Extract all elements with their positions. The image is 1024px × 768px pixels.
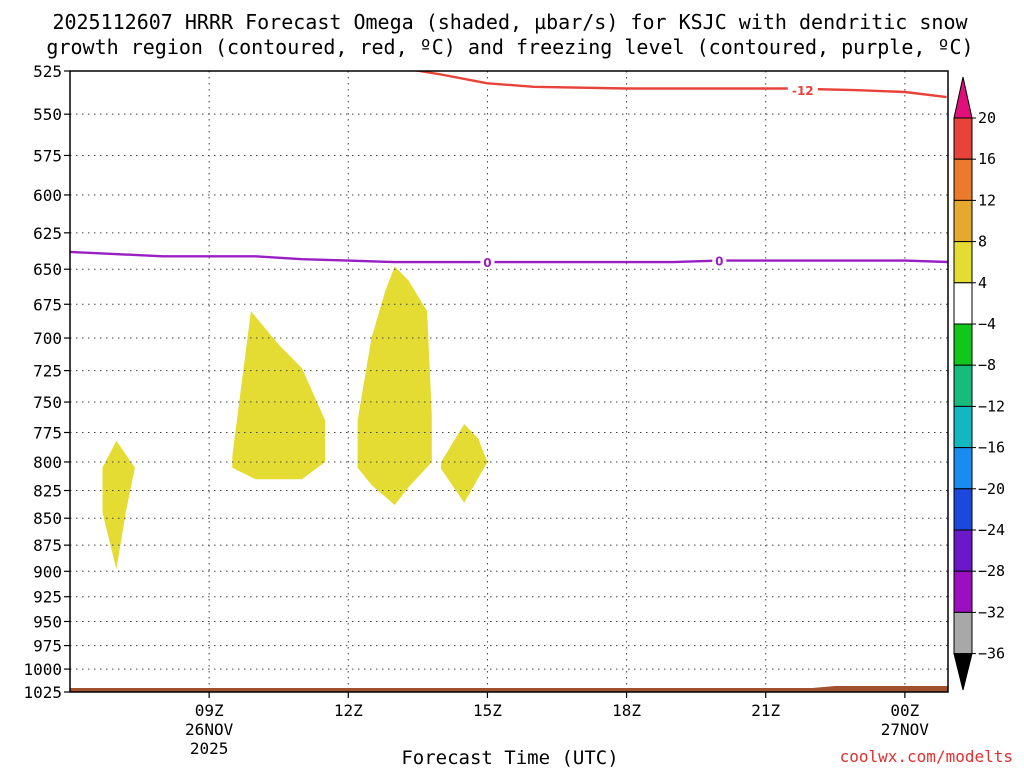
colorbar-label-0: 20: [978, 109, 996, 127]
colorbar-segment-3: [953, 241, 973, 284]
colorbar-label-2: 12: [978, 191, 996, 209]
x-tick-year-09Z: 2025: [190, 739, 229, 758]
colorbar-segment-2: [953, 199, 973, 243]
plot-area: [70, 71, 948, 692]
grid: [70, 71, 948, 692]
y-tick-label-1000: 1000: [23, 660, 62, 679]
colorbar-segment-4: [953, 282, 973, 325]
omega-region-0: [102, 440, 135, 570]
y-tick-label-850: 850: [33, 509, 62, 528]
x-tick-label-09Z: 09Z: [195, 701, 224, 720]
credit-text: coolwx.com/modelts: [840, 747, 1013, 766]
terrain-band: [70, 686, 948, 692]
dgz-contour-label-bg: [787, 83, 818, 98]
x-tick-label-21Z: 21Z: [751, 701, 780, 720]
colorbar-segment-10: [953, 529, 973, 572]
y-tick-label-800: 800: [33, 453, 62, 472]
x-tick-label-12Z: 12Z: [334, 701, 363, 720]
y-tick-label-775: 775: [33, 423, 62, 442]
y-axis: 525 550 575 600 625 650 675 700 725 750 775 800 825 8…: [23, 62, 70, 702]
colorbar-segment-11: [953, 570, 973, 613]
colorbar-label-12: −32: [978, 603, 1005, 621]
x-axis-title: Forecast Time (UTC): [401, 747, 618, 768]
colorbar-label-11: −28: [978, 562, 1005, 580]
colorbar-label-1: 16: [978, 150, 996, 168]
y-tick-label-625: 625: [33, 224, 62, 243]
y-tick-label-750: 750: [33, 393, 62, 412]
chart-title-line-2: growth region (contoured, red, ºC) and f…: [46, 35, 973, 59]
colorbar-label-5: −4: [978, 315, 996, 333]
colorbar-segment-9: [953, 488, 973, 531]
y-tick-label-550: 550: [33, 105, 62, 124]
y-tick-label-525: 525: [33, 62, 62, 81]
contours: -12 0 0: [70, 71, 948, 270]
freezing-contour-label-1: 0: [715, 255, 723, 269]
colorbar-label-7: −12: [978, 397, 1005, 415]
freezing-contour-label-0-bg: [480, 255, 495, 270]
colorbar-label-13: −36: [978, 645, 1005, 663]
x-tick-label-00Z: 00Z: [890, 701, 919, 720]
y-tick-label-825: 825: [33, 482, 62, 501]
plot-frame: [69, 70, 949, 693]
dgz-contour-label: -12: [792, 84, 814, 98]
colorbar-segment-7: [953, 405, 973, 449]
colorbar-label-9: −20: [978, 480, 1005, 498]
colorbar-label-8: −16: [978, 439, 1005, 457]
x-tick-label-15Z: 15Z: [473, 701, 502, 720]
y-tick-label-575: 575: [33, 146, 62, 165]
y-tick-label-725: 725: [33, 362, 62, 381]
y-tick-label-900: 900: [33, 562, 62, 581]
colorbar-segment-5: [953, 323, 973, 366]
x-tick-date-00Z: 27NOV: [881, 720, 930, 739]
omega-region-2: [357, 266, 432, 505]
y-tick-label-700: 700: [33, 329, 62, 348]
colorbar-segment-6: [953, 364, 973, 407]
colorbar-segment-1: [953, 158, 973, 201]
colorbar-top-arrow: [953, 76, 973, 119]
y-tick-label-1025: 1025: [23, 683, 62, 702]
omega-region-1: [232, 311, 326, 480]
y-tick-label-925: 925: [33, 588, 62, 607]
colorbar-label-6: −8: [978, 356, 996, 374]
colorbar: 20 16 12 8 4 −4 −8 −12 −16 −20 −24 −28 −32 −36: [953, 76, 1005, 691]
colorbar-segment-0: [953, 117, 973, 160]
omega-region-3: [441, 424, 488, 503]
freezing-contour-label-0: 0: [483, 256, 491, 270]
colorbar-segment-12: [953, 611, 973, 655]
colorbar-label-10: −24: [978, 521, 1005, 539]
colorbar-label-4: 4: [978, 274, 987, 292]
omega-shading: [102, 266, 488, 570]
colorbar-segment-8: [953, 447, 973, 490]
colorbar-bottom-arrow: [953, 653, 973, 691]
y-tick-label-675: 675: [33, 295, 62, 314]
freezing-level-contour-line: [70, 250, 948, 264]
y-tick-label-650: 650: [33, 260, 62, 279]
chart-title-line-1: 2025112607 HRRR Forecast Omega (shaded, …: [52, 10, 968, 34]
terrain-fill: [70, 686, 948, 692]
x-tick-label-18Z: 18Z: [612, 701, 641, 720]
freezing-contour-label-1-bg: [712, 253, 727, 268]
dgz-contour-line: [412, 71, 947, 99]
y-tick-label-950: 950: [33, 612, 62, 631]
y-tick-label-875: 875: [33, 536, 62, 555]
plot-background: [70, 71, 948, 692]
colorbar-label-3: 8: [978, 233, 987, 251]
plot-border: [69, 70, 949, 693]
y-tick-label-975: 975: [33, 637, 62, 656]
y-tick-label-600: 600: [33, 186, 62, 205]
x-tick-date-09Z: 26NOV: [185, 720, 234, 739]
